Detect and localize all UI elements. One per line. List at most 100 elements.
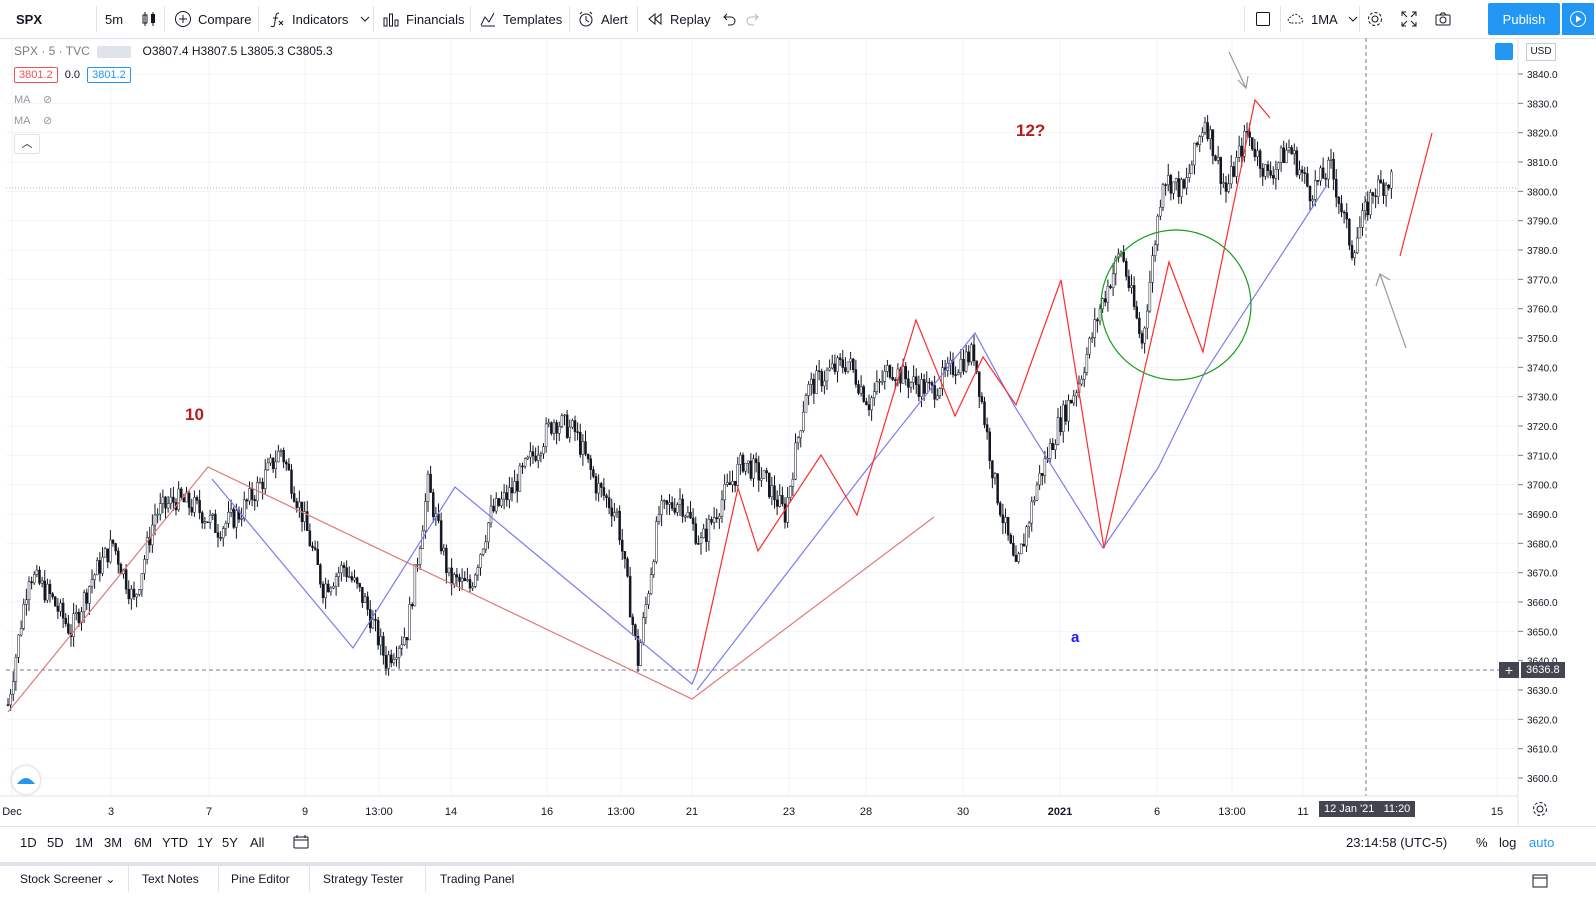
percent-toggle[interactable]: % xyxy=(1476,835,1488,850)
expand-icon xyxy=(1400,10,1418,28)
tab-stock-screener[interactable]: Stock Screener ⌄ xyxy=(20,872,116,886)
hidden-eye-icon[interactable]: ⊘ xyxy=(42,115,53,127)
alarm-clock-icon xyxy=(577,10,595,28)
candle-body xyxy=(526,456,529,459)
candle-body xyxy=(794,442,797,480)
clock-readout[interactable]: 23:14:58 (UTC-5) xyxy=(1346,835,1448,850)
price-tick-label: 3610.0 xyxy=(1527,745,1558,756)
tab-strategy-tester[interactable]: Strategy Tester xyxy=(323,872,404,886)
candle-body xyxy=(1348,218,1351,246)
candle-body xyxy=(46,583,49,601)
candle-body xyxy=(1177,178,1180,197)
chevron-up-icon: ︿ xyxy=(21,138,33,150)
plus-circle-icon xyxy=(174,10,192,28)
candle-body xyxy=(1329,158,1333,161)
collapse-legend-button[interactable]: ︿ xyxy=(14,134,40,154)
replay-button[interactable]: Replay xyxy=(646,0,710,38)
alert-button[interactable]: Alert xyxy=(577,0,628,38)
candle-body xyxy=(25,599,28,605)
candle-body xyxy=(733,480,737,486)
chart-style-button[interactable] xyxy=(140,0,158,38)
candle-body xyxy=(1261,168,1264,177)
templates-button[interactable]: Templates xyxy=(479,0,562,38)
candle-body xyxy=(6,704,10,706)
add-crosshair-plus-icon[interactable]: + xyxy=(1499,662,1519,678)
candle-body xyxy=(285,461,288,465)
financials-button[interactable]: Financials xyxy=(382,0,465,38)
range-button-1y[interactable]: 1Y xyxy=(197,835,213,850)
cloud-icon xyxy=(1287,10,1305,28)
candle-body xyxy=(1303,172,1306,174)
candle-body xyxy=(1030,501,1033,524)
price-chart[interactable]: 3600.03610.03620.03630.03640.03650.03660… xyxy=(0,38,1596,826)
indicators-button[interactable]: Indicators xyxy=(268,0,348,38)
maximize-panel-button[interactable] xyxy=(1531,872,1549,893)
symbol-search-button[interactable]: SPX xyxy=(16,11,43,27)
candle-body xyxy=(768,472,771,498)
candle-body xyxy=(1048,443,1052,459)
candle-body xyxy=(48,583,52,594)
candle-body xyxy=(88,586,91,604)
auto-scale-icon[interactable] xyxy=(1495,43,1513,60)
tab-trading-panel[interactable]: Trading Panel xyxy=(440,872,515,886)
candle-body xyxy=(1043,458,1047,476)
candle-body xyxy=(376,620,380,646)
candle-body xyxy=(712,517,716,523)
compare-button[interactable]: Compare xyxy=(174,0,251,38)
range-button-1d[interactable]: 1D xyxy=(20,835,37,850)
range-button-6m[interactable]: 6M xyxy=(134,835,153,850)
auto-toggle[interactable]: auto xyxy=(1529,835,1555,850)
range-button-3m[interactable]: 3M xyxy=(104,835,123,850)
candle-body xyxy=(282,450,285,463)
crosshair-date-tag: 12 Jan '21 11:20 xyxy=(1319,801,1416,817)
ma-legend-2[interactable]: MA ⊘ xyxy=(14,115,53,127)
candle-body xyxy=(1311,199,1314,202)
candle-body xyxy=(576,431,579,433)
hidden-eye-icon[interactable]: ⊘ xyxy=(42,94,53,106)
candle-body xyxy=(610,507,613,517)
ma-legend-1[interactable]: MA ⊘ xyxy=(14,94,53,106)
range-button-all[interactable]: All xyxy=(250,835,265,850)
log-toggle[interactable]: log xyxy=(1499,835,1517,850)
time-tick-label: Dec xyxy=(2,806,22,818)
candle-body xyxy=(849,358,852,363)
ma-preset-button[interactable]: 1MA xyxy=(1287,0,1362,38)
candle-body xyxy=(411,604,414,607)
candle-body xyxy=(894,379,897,381)
fullscreen-button[interactable] xyxy=(1400,0,1418,38)
settings-button[interactable] xyxy=(1366,0,1384,38)
interval-button[interactable]: 5m xyxy=(105,11,124,27)
play-button[interactable] xyxy=(1562,3,1594,35)
candle-body xyxy=(1051,443,1054,450)
axis-settings-button[interactable] xyxy=(1531,800,1549,821)
redo-button[interactable] xyxy=(744,0,762,38)
snapshot-button[interactable] xyxy=(1434,0,1452,38)
candle-body xyxy=(253,499,256,502)
legend-toggle-icon[interactable] xyxy=(97,45,132,58)
publish-button[interactable]: Publish xyxy=(1488,3,1560,35)
range-button-5d[interactable]: 5D xyxy=(47,835,64,850)
undo-button[interactable] xyxy=(720,0,738,38)
candle-body xyxy=(1164,184,1167,186)
symbol-legend[interactable]: SPX · 5 · TVC O3807.4 H3807.5 L3805.3 C3… xyxy=(14,44,333,58)
range-button-ytd[interactable]: YTD xyxy=(162,835,188,850)
tradingview-logo-icon[interactable] xyxy=(12,766,40,794)
gear-icon xyxy=(1366,10,1384,28)
candle-body xyxy=(403,637,406,646)
tab-text-notes[interactable]: Text Notes xyxy=(142,872,199,886)
currency-button[interactable]: USD xyxy=(1526,43,1556,61)
candle-body xyxy=(1222,182,1225,184)
range-button-1m[interactable]: 1M xyxy=(75,835,94,850)
candle-body xyxy=(216,532,220,538)
candle-body xyxy=(697,543,700,545)
tab-pine-editor[interactable]: Pine Editor xyxy=(231,872,290,886)
candle-body xyxy=(691,517,695,525)
candle-body xyxy=(1122,251,1125,262)
indicators-dropdown[interactable] xyxy=(356,0,374,38)
range-button-5y[interactable]: 5Y xyxy=(222,835,238,850)
candle-body xyxy=(1132,285,1136,307)
candle-body xyxy=(647,593,650,605)
layout-button[interactable] xyxy=(1254,0,1272,38)
goto-date-button[interactable] xyxy=(292,833,310,854)
candle-body xyxy=(240,518,243,520)
